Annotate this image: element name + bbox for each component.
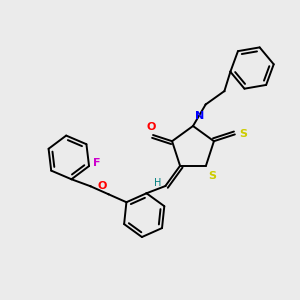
Text: N: N — [195, 111, 204, 121]
Text: O: O — [146, 122, 156, 132]
Text: F: F — [93, 158, 101, 167]
Text: S: S — [208, 171, 216, 181]
Text: O: O — [97, 181, 106, 191]
Text: H: H — [154, 178, 161, 188]
Text: S: S — [239, 129, 247, 140]
